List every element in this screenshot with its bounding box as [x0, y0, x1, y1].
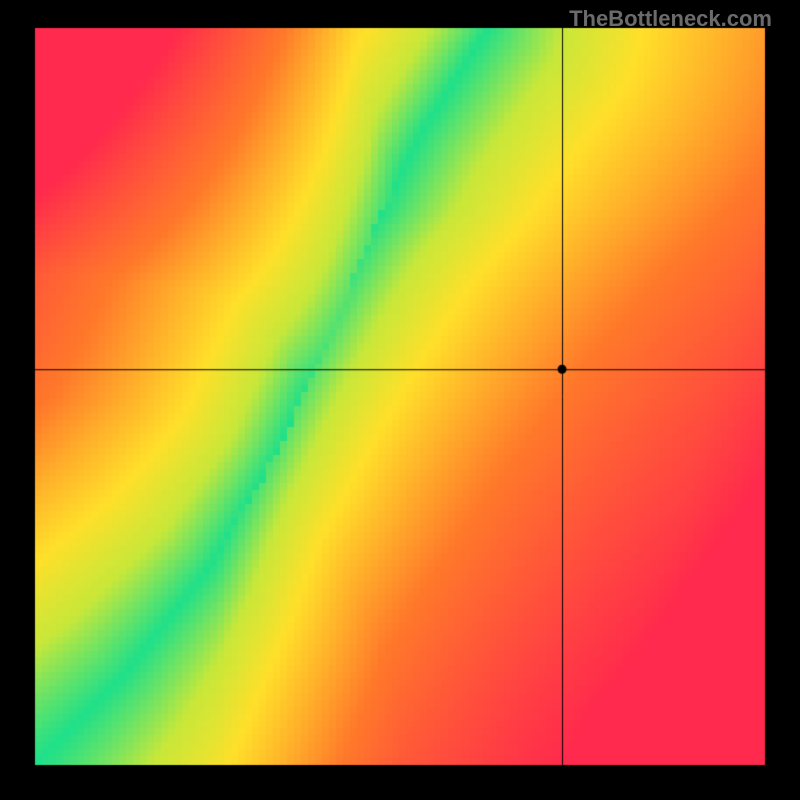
watermark-text: TheBottleneck.com	[569, 6, 772, 32]
chart-container: TheBottleneck.com	[0, 0, 800, 800]
heatmap-canvas	[0, 0, 800, 800]
